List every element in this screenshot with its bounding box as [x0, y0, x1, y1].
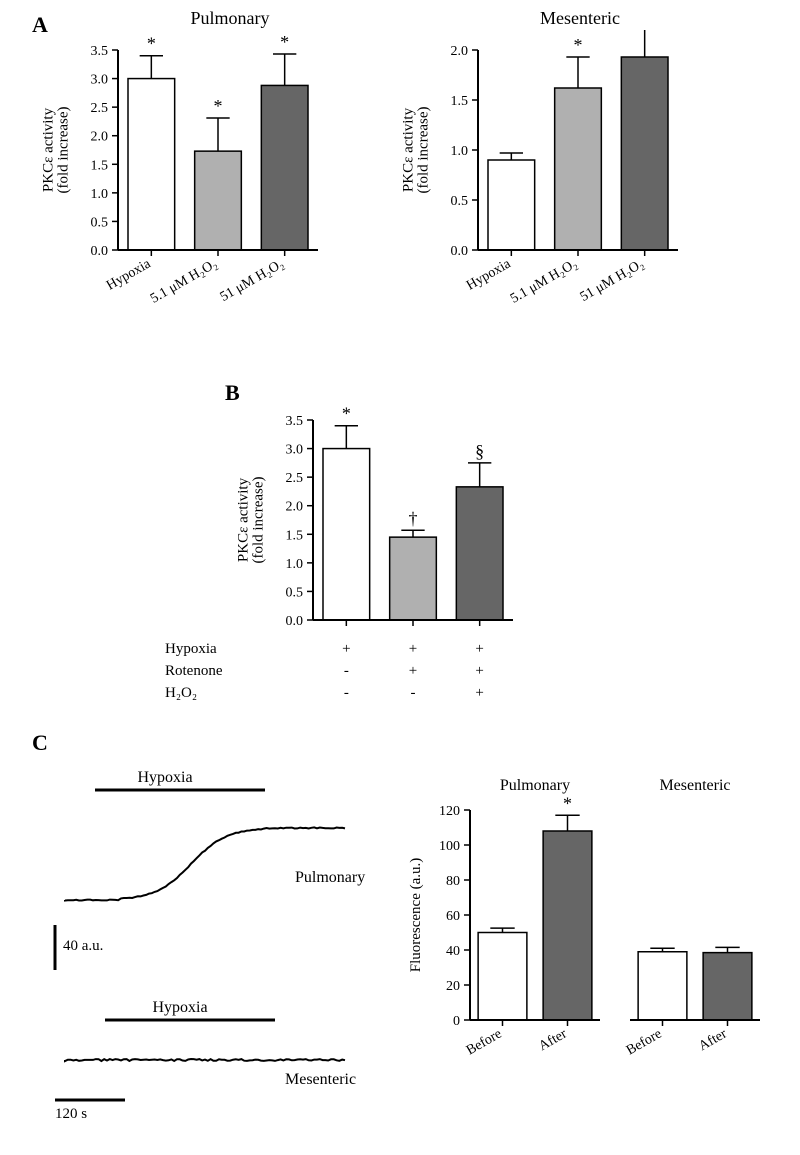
panel-a-right-chart: 0.00.51.01.52.0**Hypoxia5.1 μM H₂O₂51 μM…	[400, 30, 730, 360]
panel-a-right-title: Mesenteric	[500, 8, 660, 29]
svg-text:2.5: 2.5	[91, 101, 109, 116]
svg-text:After: After	[696, 1026, 729, 1054]
svg-text:Hypoxia: Hypoxia	[464, 256, 514, 293]
panel-c-chart: Pulmonary Mesenteric 0 20 40 60 80 100 120 Fluore…	[400, 770, 790, 1130]
svg-text:-: -	[411, 685, 416, 701]
svg-text:Pulmonary: Pulmonary	[500, 777, 570, 794]
svg-text:2.0: 2.0	[451, 44, 469, 59]
svg-text:120: 120	[439, 804, 460, 819]
svg-text:40 a.u.: 40 a.u.	[63, 938, 103, 954]
svg-text:2.5: 2.5	[286, 471, 304, 486]
panel-b-chart: 0.0 0.5 1.0 1.5 2.0 2.5 3.0 3.5 * † § PKCε activity…	[235, 400, 565, 660]
svg-text:0.0: 0.0	[286, 614, 304, 629]
panel-b-conditions: Hypoxia + + + Rotenone - + + H₂O₂ - - +	[165, 635, 565, 715]
panel-c-traces: Hypoxia Pulmonary 40 a.u. Hypoxia Mesenteric…	[25, 760, 395, 1130]
svg-text:*: *	[563, 793, 572, 813]
svg-text:+: +	[475, 641, 483, 657]
svg-text:2.0: 2.0	[286, 500, 304, 515]
svg-text:80: 80	[446, 874, 460, 889]
svg-text:100: 100	[439, 839, 460, 854]
svg-text:51 μM H₂O₂: 51 μM H₂O₂	[578, 256, 647, 305]
svg-text:Hypoxia: Hypoxia	[165, 641, 217, 657]
svg-text:3.5: 3.5	[91, 44, 109, 59]
svg-text:H₂O₂: H₂O₂	[165, 685, 197, 701]
panel-c-label: C	[32, 730, 48, 756]
svg-text:*: *	[280, 32, 289, 52]
svg-text:Rotenone: Rotenone	[165, 663, 223, 679]
svg-text:Mesenteric: Mesenteric	[659, 777, 730, 794]
svg-text:*: *	[342, 404, 351, 424]
svg-text:After: After	[536, 1026, 569, 1054]
svg-text:0: 0	[453, 1014, 460, 1029]
svg-text:0.5: 0.5	[286, 585, 304, 600]
svg-text:*: *	[574, 35, 583, 55]
svg-text:Hypoxia: Hypoxia	[104, 256, 154, 293]
svg-text:+: +	[475, 663, 483, 679]
svg-text:Pulmonary: Pulmonary	[295, 869, 365, 886]
svg-text:†: †	[409, 508, 418, 528]
svg-text:40: 40	[446, 944, 460, 959]
svg-text:Mesenteric: Mesenteric	[285, 1071, 356, 1088]
svg-text:120 s: 120 s	[55, 1106, 87, 1122]
svg-text:PKCε activity(fold increase): PKCε activity(fold increase)	[401, 106, 432, 193]
svg-text:+: +	[409, 641, 417, 657]
svg-text:1.5: 1.5	[91, 158, 109, 173]
svg-text:1.5: 1.5	[286, 528, 304, 543]
svg-text:0.5: 0.5	[91, 215, 109, 230]
panel-a-left-chart: 0.0 0.5 1.0 1.5 2.0 2.5 3.0 3.5 * * * Hypoxia5.1 μM…	[40, 30, 370, 360]
svg-text:60: 60	[446, 909, 460, 924]
svg-text:+: +	[475, 685, 483, 701]
svg-text:*: *	[214, 96, 223, 116]
svg-text:+: +	[342, 641, 350, 657]
svg-text:Fluorescence (a.u.): Fluorescence (a.u.)	[408, 858, 424, 973]
svg-text:+: +	[409, 663, 417, 679]
svg-text:-: -	[344, 663, 349, 679]
svg-text:5.1 μM H₂O₂: 5.1 μM H₂O₂	[148, 256, 220, 306]
svg-text:1.0: 1.0	[451, 144, 469, 159]
svg-text:-: -	[344, 685, 349, 701]
svg-text:§: §	[475, 441, 484, 461]
svg-text:1.5: 1.5	[451, 94, 469, 109]
svg-text:2.0: 2.0	[91, 130, 109, 145]
svg-text:Before: Before	[464, 1026, 504, 1058]
svg-text:Before: Before	[624, 1026, 664, 1058]
svg-text:3.0: 3.0	[91, 73, 109, 88]
svg-text:1.0: 1.0	[91, 187, 109, 202]
svg-text:0.0: 0.0	[91, 244, 109, 259]
svg-text:0.5: 0.5	[451, 194, 469, 209]
svg-text:51 μM H₂O₂: 51 μM H₂O₂	[218, 256, 287, 305]
svg-text:Hypoxia: Hypoxia	[152, 999, 207, 1016]
svg-text:1.0: 1.0	[286, 557, 304, 572]
panel-a-left-title: Pulmonary	[150, 8, 310, 29]
svg-text:3.5: 3.5	[286, 414, 304, 429]
svg-text:PKCε activity(fold increase): PKCε activity(fold increase)	[41, 106, 72, 193]
svg-text:PKCε activity(fold increase): PKCε activity(fold increase)	[236, 476, 267, 563]
svg-text:5.1 μM H₂O₂: 5.1 μM H₂O₂	[508, 256, 580, 306]
svg-text:*: *	[147, 34, 156, 54]
svg-text:Hypoxia: Hypoxia	[137, 769, 192, 786]
svg-text:3.0: 3.0	[286, 443, 304, 458]
svg-text:0.0: 0.0	[451, 244, 469, 259]
svg-text:20: 20	[446, 979, 460, 994]
